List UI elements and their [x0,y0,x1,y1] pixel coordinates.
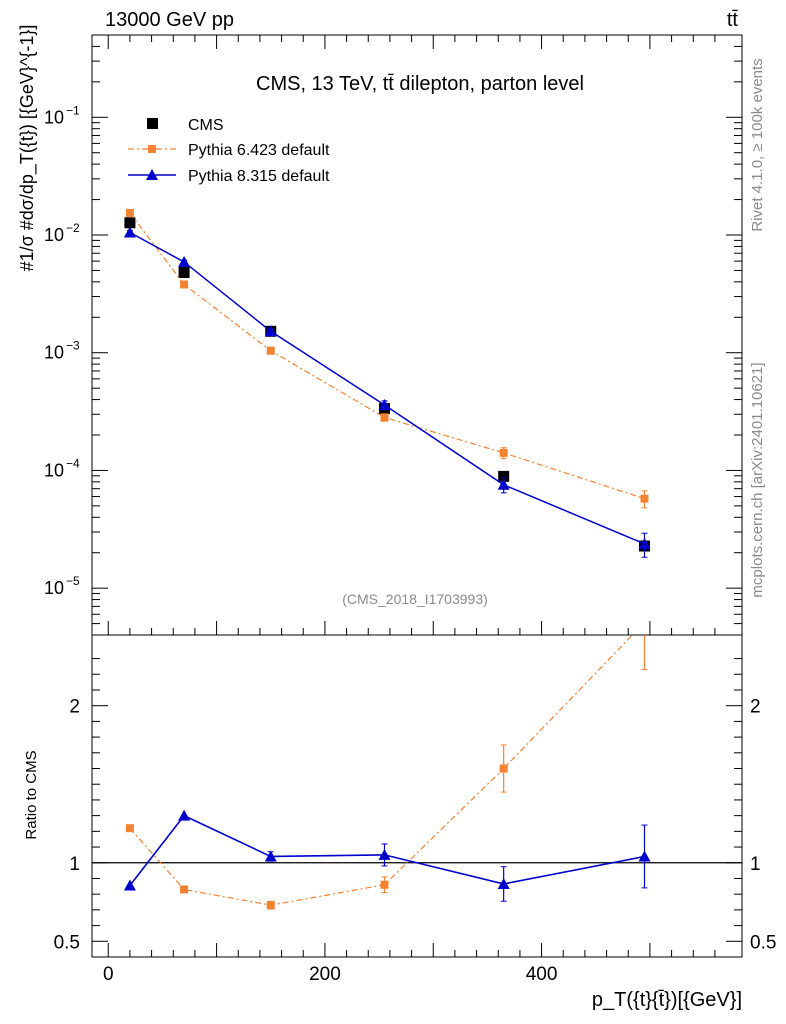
ratio-y-tick-label-left-0: 0.5 [54,932,80,953]
point-cms [124,217,136,229]
main-series [123,208,651,558]
ratio-y-tick-label-right-2: 2 [750,697,761,718]
legend-label-cms: CMS [188,117,224,134]
ratio-y-tick-label-left-1: 1 [69,854,80,875]
y-tick-exp-1: −4 [66,456,80,470]
ratio-point-pythia6 [266,901,275,910]
legend-marker-pythia6 [148,145,156,153]
x-tick-label-1: 200 [309,964,341,985]
point-cms [498,470,510,482]
point-pythia6 [640,494,649,503]
ratio-point-pythia8 [123,879,136,891]
ratio-point-pythia8 [378,848,391,860]
y-tick-exp-2: −3 [66,339,80,353]
x-axis-label: p_T({t}{t̄})[{GeV}] [592,989,742,1011]
y-tick-exp-0: −5 [66,574,80,588]
point-pythia8 [123,226,136,238]
series-line-pythia8 [129,231,645,545]
source-label: mcplots.cern.ch [arXiv:2401.10621] [749,362,766,597]
ratio-y-tick-label-right-1: 1 [750,854,761,875]
point-pythia6 [125,208,134,217]
point-pythia8 [178,255,191,267]
point-pythia8 [638,537,651,549]
point-pythia8 [264,325,277,337]
ratio-group-pythia8 [123,809,651,902]
y-tick-label-4: 10 [44,107,64,127]
ratio-point-pythia6 [380,880,389,889]
ratio-y-tick-label-left-2: 2 [69,697,80,718]
y-tick-label-3: 10 [44,225,64,245]
y-tick-exp-3: −2 [66,221,80,235]
rivet-label: Rivet 4.1.0, ≥ 100k events [749,58,766,231]
ratio-point-pythia6 [641,618,649,626]
header-left: 13000 GeV pp [105,9,234,31]
point-pythia6 [266,346,275,355]
watermark: (CMS_2018_I1703993) [342,591,488,607]
series-line-pythia6 [129,212,645,500]
y-tick-label-1: 10 [44,460,64,480]
ratio-point-pythia6 [125,824,134,833]
legend-marker-cms [147,118,158,129]
point-pythia6 [499,448,508,457]
main-axis-ticks: 10−510−410−310−210−1 [44,34,742,636]
ratio-y-label: Ratio to CMS [23,750,40,839]
header-right: tt̄ [727,9,739,31]
y-tick-exp-4: −1 [66,103,80,117]
point-pythia6 [180,280,189,289]
ratio-axis-ticks: 0.5 0.5 1 1 2 2 0 200 400 [54,658,776,985]
main-y-label: #1/σ #dσ/dp_T({t}) [{GeV}^{-1}] [17,25,38,272]
y-tick-label-0: 10 [44,578,64,598]
ratio-series [123,618,651,910]
ratio-line-pythia8 [129,814,645,887]
ratio-point-pythia8 [264,850,277,862]
point-pythia8 [378,398,391,410]
point-pythia8 [497,478,510,490]
legend-label-pythia8: Pythia 8.315 default [188,168,330,185]
ratio-point-pythia8 [638,850,651,862]
ratio-point-pythia6 [499,764,508,773]
x-tick-label-2: 400 [526,964,558,985]
chart-title: CMS, 13 TeV, tt̄ dilepton, parton level [256,73,584,95]
ratio-point-pythia8 [497,877,510,889]
legend-label-pythia6: Pythia 6.423 default [188,142,330,159]
y-tick-label-2: 10 [44,343,64,363]
ratio-group-pythia6 [125,618,649,910]
ratio-panel-frame [91,634,743,958]
ratio-point-pythia6 [180,885,189,894]
ratio-y-tick-label-right-0: 0.5 [750,932,776,953]
ratio-point-pythia8 [178,809,191,821]
ratio-line-pythia6 [129,635,634,906]
x-tick-label-0: 0 [103,964,114,985]
legend: CMS Pythia 6.423 default Pythia 8.315 de… [128,117,330,185]
legend-marker-pythia8 [146,169,158,180]
point-cms [178,267,190,279]
point-pythia6 [380,413,389,422]
